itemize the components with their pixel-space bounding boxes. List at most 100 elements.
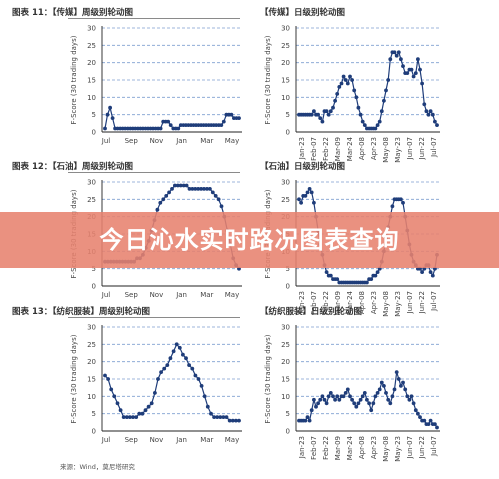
x-tick-label: Jan-23 <box>298 436 306 459</box>
data-point <box>215 415 220 419</box>
data-point <box>382 98 386 103</box>
data-point <box>377 387 382 392</box>
data-point <box>405 71 410 75</box>
data-point <box>411 74 416 79</box>
data-point <box>140 411 145 416</box>
chart-title: 图表 13：【纺织服装】周级别轮动图 <box>12 307 151 317</box>
x-tick-label: Mar-09 <box>334 436 342 460</box>
x-tick-label: Jun-22 <box>418 137 426 160</box>
data-point <box>428 109 433 114</box>
data-point <box>335 92 340 96</box>
chart-panel: 【纺织服装】日级别轮动图 F-Score (30 trading days) 0 5… <box>258 305 488 462</box>
data-point <box>118 408 123 413</box>
data-point <box>208 187 212 191</box>
data-point <box>204 123 209 127</box>
line-chart: F-Score (30 trading days) 0 5 10 15 20 25 30 Jul… <box>70 25 242 145</box>
chart-title: 图表 11：【传媒】周级别轮动图 <box>12 8 134 18</box>
data-point <box>405 394 410 399</box>
x-tick-label: Apr-23 <box>370 291 378 314</box>
y-tick-label: 30 <box>87 179 96 187</box>
data-point <box>433 119 437 124</box>
data-point <box>214 123 219 127</box>
data-point <box>109 387 114 392</box>
data-point <box>337 397 342 402</box>
data-point <box>237 116 241 120</box>
x-tick-label: May-23 <box>394 436 402 462</box>
data-point <box>367 401 371 406</box>
data-point <box>375 123 380 127</box>
data-point <box>316 401 320 406</box>
x-tick-label: Jan-23 <box>298 291 306 314</box>
data-point <box>106 377 110 381</box>
data-point <box>333 98 337 103</box>
data-point <box>146 404 151 409</box>
x-tick-label: Nov <box>150 291 164 299</box>
data-point <box>108 105 112 110</box>
data-point <box>369 277 374 281</box>
data-point <box>151 126 155 131</box>
data-point <box>178 123 183 127</box>
data-point <box>343 391 348 395</box>
y-tick-label: 5 <box>92 111 96 119</box>
data-point <box>187 187 192 191</box>
data-point <box>377 119 382 124</box>
x-tick-label: Jan-23 <box>298 137 306 160</box>
data-point <box>345 387 350 392</box>
data-point <box>369 408 374 413</box>
y-tick-label: 0 <box>286 129 290 137</box>
data-point <box>105 112 110 117</box>
data-point <box>392 387 397 392</box>
data-point <box>373 126 378 131</box>
data-point <box>384 88 388 93</box>
x-tick-label: Mar-09 <box>334 291 342 315</box>
data-point <box>181 352 185 357</box>
x-tick-label: Jul-07 <box>430 436 438 457</box>
data-point <box>177 345 182 350</box>
y-tick-label: 10 <box>87 393 96 401</box>
data-point <box>168 356 173 361</box>
x-tick-label: Jan <box>175 436 187 444</box>
x-tick-label: May-23 <box>394 291 402 317</box>
data-point <box>190 187 195 191</box>
data-point <box>112 394 117 399</box>
y-tick-label: 25 <box>87 196 96 204</box>
data-point <box>413 71 418 75</box>
data-point <box>221 119 226 124</box>
x-tick-label: Sep <box>125 137 139 145</box>
data-point <box>137 411 142 416</box>
data-point <box>326 112 331 117</box>
data-point <box>237 418 241 423</box>
x-tick-label: May-08 <box>382 137 390 163</box>
data-point <box>409 394 414 399</box>
y-axis-label: F-Score (30 trading days) <box>264 334 272 423</box>
data-point <box>234 418 238 423</box>
data-point <box>382 384 386 388</box>
data-point <box>352 401 357 406</box>
x-tick-label: Feb-07 <box>310 137 318 161</box>
data-point <box>299 200 303 205</box>
data-point <box>124 415 129 419</box>
chart-panel: 图表 11：【传媒】周级别轮动图 F-Score (30 trading day… <box>10 6 242 156</box>
data-point <box>399 57 403 62</box>
data-point <box>227 418 232 423</box>
data-point <box>416 411 420 416</box>
data-point <box>420 270 424 274</box>
data-point <box>196 123 201 127</box>
line-chart: F-Score (30 trading days) 0 5 10 15 20 25 30 Jul… <box>70 324 242 444</box>
y-tick-label: 30 <box>281 179 290 187</box>
data-point <box>123 126 128 131</box>
title-rule <box>68 18 240 19</box>
y-tick-label: 10 <box>281 393 290 401</box>
data-point <box>103 126 107 131</box>
x-tick-label: Jul <box>101 291 111 299</box>
data-point <box>199 187 204 191</box>
data-point <box>422 418 427 423</box>
data-point <box>164 194 169 198</box>
x-tick-label: Jan <box>175 291 187 299</box>
data-point <box>175 183 180 188</box>
x-tick-label: Feb-22 <box>322 436 330 460</box>
y-tick-label: 0 <box>92 283 96 291</box>
data-point <box>418 67 422 72</box>
data-point <box>318 397 323 402</box>
data-point <box>193 373 198 378</box>
